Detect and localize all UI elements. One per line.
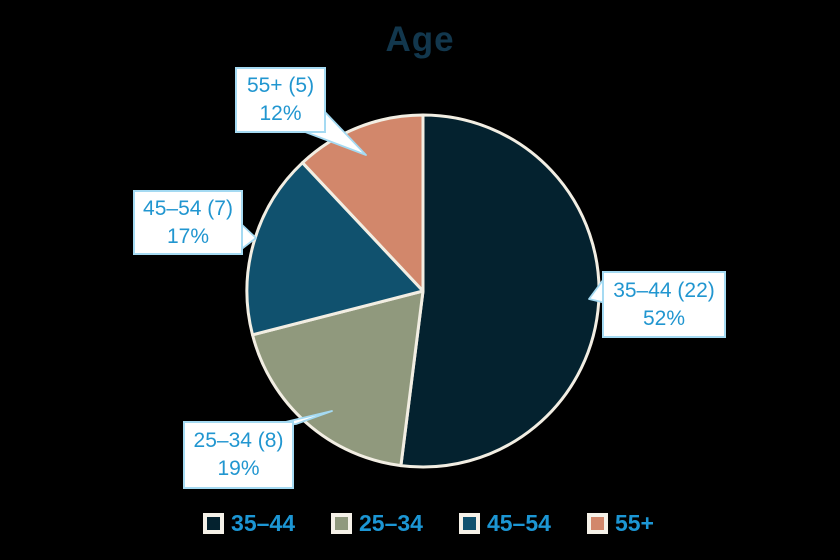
pie-slice-55plus[interactable] (301, 113, 425, 293)
callout-percent: 17% (166, 224, 210, 248)
legend-label: 35–44 (231, 509, 295, 536)
pie-slice-25-34[interactable] (251, 289, 425, 468)
callout-label-35-44: 35–44 (22) 52% (602, 271, 726, 338)
legend-marker-55plus-icon (586, 512, 608, 534)
callout-text: 45–54 (7) (143, 196, 233, 220)
legend-label: 45–54 (486, 509, 551, 536)
callout-label-45-54: 45–54 (7) 17% (133, 190, 243, 255)
callout-text: 35–44 (22) (613, 278, 715, 302)
callout-label-55plus: 55+ (5) 12% (235, 67, 326, 133)
legend-label: 55+ (614, 509, 654, 536)
legend-item-45-54[interactable]: 45–54 (458, 509, 551, 537)
legend-item-55plus[interactable]: 55+ (586, 509, 654, 537)
legend-item-35-44[interactable]: 35–44 (203, 510, 295, 537)
chart-title: Age (385, 20, 455, 59)
callout-text: 25–34 (8) (193, 429, 284, 452)
callout-label-25-34: 25–34 (8) 19% (183, 421, 294, 489)
legend-marker-25-34-icon (331, 512, 352, 534)
legend-marker-35-44-icon (203, 512, 225, 534)
callout-percent: 12% (259, 102, 302, 125)
callout-percent: 52% (642, 306, 686, 330)
legend-label: 25–34 (359, 509, 423, 536)
callout-percent: 19% (217, 457, 260, 480)
legend-marker-45-54-icon (458, 512, 480, 534)
callout-text: 55+ (5) (246, 74, 315, 97)
pie-slice-45-54[interactable] (245, 161, 425, 337)
legend: 35–44 25–34 45–54 55+ (0, 503, 840, 543)
pie-slice-35-44[interactable] (399, 113, 601, 469)
legend-item-25-34[interactable]: 25–34 (331, 510, 423, 537)
